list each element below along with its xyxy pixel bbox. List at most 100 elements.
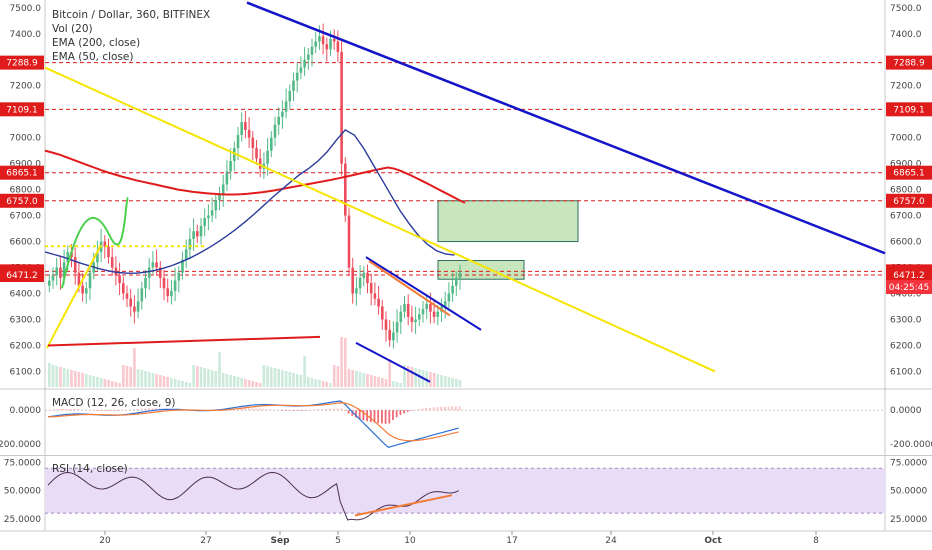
candle-body (373, 293, 377, 299)
macd-histogram-bar (110, 410, 113, 411)
candle-body (240, 122, 243, 136)
candle-body (384, 319, 388, 330)
volume-bar (432, 373, 436, 387)
macd-histogram-bar (77, 409, 80, 411)
macd-histogram-bar (151, 408, 154, 411)
candle-body (351, 267, 354, 294)
candle-body (199, 225, 203, 237)
volume-bar (159, 375, 162, 387)
price-badge-left-text: 6757.0 (6, 197, 38, 207)
volume-bar (99, 378, 103, 387)
candle-body (203, 218, 206, 226)
volume-bar (340, 337, 343, 387)
volume-bar (373, 376, 377, 387)
macd-histogram-bar (251, 408, 254, 411)
volume-bar (192, 365, 195, 387)
macd-histogram-bar (118, 410, 121, 411)
price-badge-left (0, 268, 44, 283)
volume-bar (299, 375, 303, 387)
candle-body (107, 246, 110, 258)
y-tick-label-left: 6900.0 (10, 160, 42, 170)
volume-bar (203, 368, 206, 387)
candle-body (114, 267, 118, 276)
candle-body (392, 332, 395, 341)
macd-tick-right: 0.0000 (890, 406, 922, 416)
volume-bar (381, 378, 384, 387)
macd-histogram-bar (384, 410, 387, 424)
macd-histogram-bar (362, 410, 365, 421)
y-tick-label-left: 7200.0 (10, 82, 42, 92)
candle-body (81, 285, 84, 294)
volume-bar (344, 338, 347, 387)
candle-body (136, 301, 140, 312)
volume-bar (173, 379, 177, 387)
volume-bar (73, 371, 77, 387)
rsi-tick-left: 25.0000 (4, 515, 41, 525)
volume-bar (277, 369, 280, 387)
volume-bar (318, 380, 321, 387)
macd-histogram-bar (373, 410, 376, 423)
volume-bar (362, 373, 366, 387)
macd-histogram-bar (62, 408, 65, 411)
price-badge-right (886, 165, 932, 180)
macd-histogram-bar (340, 408, 343, 411)
macd-histogram-bar (85, 409, 87, 411)
candle-body (358, 277, 362, 289)
trendline-orange (368, 260, 451, 317)
volume-bar (214, 371, 218, 387)
macd-histogram-bar (321, 409, 324, 411)
candle-body (321, 36, 325, 45)
macd-histogram-bar (440, 406, 442, 411)
trendline-blue-channel-bottom (355, 341, 431, 383)
macd-histogram-bar (103, 410, 106, 411)
candle-body (299, 67, 303, 73)
candle-body (103, 241, 107, 247)
macd-histogram-bar (107, 410, 109, 411)
macd-histogram-bar (392, 410, 394, 421)
volume-bar (292, 373, 295, 387)
volume-bar (88, 375, 92, 387)
candle-body (455, 277, 458, 286)
macd-histogram-bar (414, 409, 417, 411)
volume-bar (458, 380, 462, 387)
macd-histogram-bar (284, 410, 287, 411)
volume-bar (218, 352, 221, 387)
main-pane (45, 0, 885, 387)
macd-histogram-bar (147, 408, 150, 411)
volume-bar (258, 383, 262, 387)
legend-ema200: EMA (200, close) (52, 37, 141, 49)
candle-body (255, 148, 258, 159)
volume-bar (336, 366, 340, 387)
candle-body (225, 171, 229, 185)
candle-body (332, 38, 336, 42)
macd-histogram-bar (55, 409, 58, 411)
candle-body (451, 285, 454, 294)
macd-histogram-bar (114, 410, 117, 411)
volume-bar (236, 377, 240, 387)
y-tick-label-left: 6800.0 (10, 186, 42, 196)
trendline-blue-channel-top (365, 256, 482, 331)
macd-histogram-bar (388, 410, 391, 424)
macd-histogram-bar (307, 410, 309, 411)
candle-body (281, 111, 284, 117)
volume-bar (225, 374, 229, 387)
candle-body (144, 277, 147, 289)
volume-bar (122, 365, 125, 387)
candle-body (270, 137, 273, 151)
candle-body (184, 249, 188, 260)
price-badge-right (886, 102, 932, 117)
volume-bar (366, 374, 369, 387)
candle-body (151, 262, 155, 268)
candle-body (210, 210, 214, 216)
volume-bar (155, 374, 158, 387)
macd-histogram-bar (244, 408, 246, 411)
macd-histogram-bar (258, 408, 261, 411)
macd-histogram-bar (48, 410, 50, 411)
volume-bar (332, 365, 336, 387)
volume-bar (455, 379, 458, 387)
candle-body (129, 298, 132, 307)
y-tick-label-right: 6300.0 (890, 315, 922, 325)
macd-histogram-bar (358, 410, 361, 420)
macd-histogram-bar (270, 409, 272, 411)
